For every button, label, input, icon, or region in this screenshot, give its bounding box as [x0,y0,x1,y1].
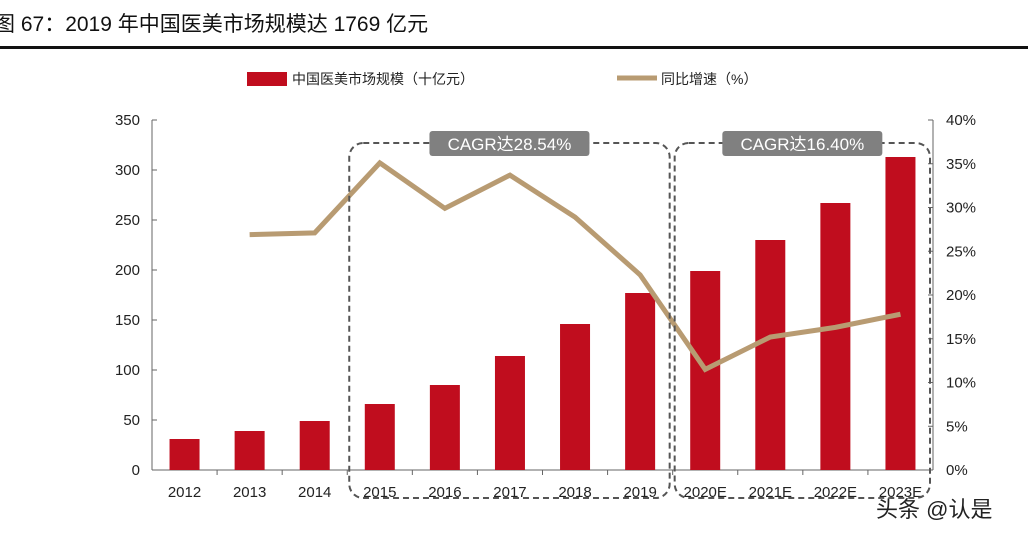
watermark: 头条 @认是 [876,497,993,522]
x-tick-label: 2020E [684,484,727,501]
cagr-label: CAGR达16.40% [740,135,864,154]
x-tick-label: 2018 [558,484,591,501]
right-tick-label: 25% [946,243,976,260]
bar-2018 [560,324,591,470]
legend-bar-label: 中国医美市场规模（十亿元） [292,71,474,87]
bar-2022E [820,203,851,470]
right-tick-label: 15% [946,331,976,348]
cagr-label-bg [722,131,883,156]
x-tick-label: 2022E [814,484,857,501]
x-tick-label: 2016 [428,484,461,501]
x-tick-label: 2023E [879,484,922,501]
x-tick-label: 2013 [233,484,266,501]
right-tick-label: 5% [946,418,968,435]
legend-bar-swatch [247,72,287,86]
cagr-box [348,142,671,499]
bar-2016 [429,385,460,470]
bar-2021E [755,240,786,470]
right-tick-label: 10% [946,375,976,392]
left-tick-label: 200 [115,262,140,279]
left-tick-label: 250 [115,212,140,229]
bar-2019 [625,293,656,470]
bar-2023E [885,157,916,470]
x-tick-label: 2014 [298,484,331,501]
x-tick-label: 2017 [493,484,526,501]
cagr-label-bg [429,131,590,156]
right-tick-label: 0% [946,462,968,479]
x-tick-label: 2019 [623,484,656,501]
bar-2013 [234,431,265,470]
bar-2012 [169,439,200,470]
left-tick-label: 300 [115,162,140,179]
legend-line-label: 同比增速（%） [661,71,757,87]
cagr-label: CAGR达28.54% [448,135,572,154]
right-tick-label: 40% [946,112,976,129]
bar-2017 [494,356,525,470]
right-tick-label: 35% [946,156,976,173]
bar-2014 [299,421,330,470]
left-tick-label: 350 [115,112,140,129]
right-tick-label: 30% [946,200,976,217]
x-tick-label: 2012 [168,484,201,501]
left-tick-label: 0 [132,462,140,479]
right-tick-label: 20% [946,287,976,304]
x-tick-label: 2015 [363,484,396,501]
bar-2015 [364,404,395,470]
left-tick-label: 50 [123,412,140,429]
title-rule [0,46,1028,49]
left-tick-label: 100 [115,362,140,379]
figure-title: 图 67：2019 年中国医美市场规模达 1769 亿元 [0,13,429,36]
left-tick-label: 150 [115,312,140,329]
x-tick-label: 2021E [749,484,792,501]
